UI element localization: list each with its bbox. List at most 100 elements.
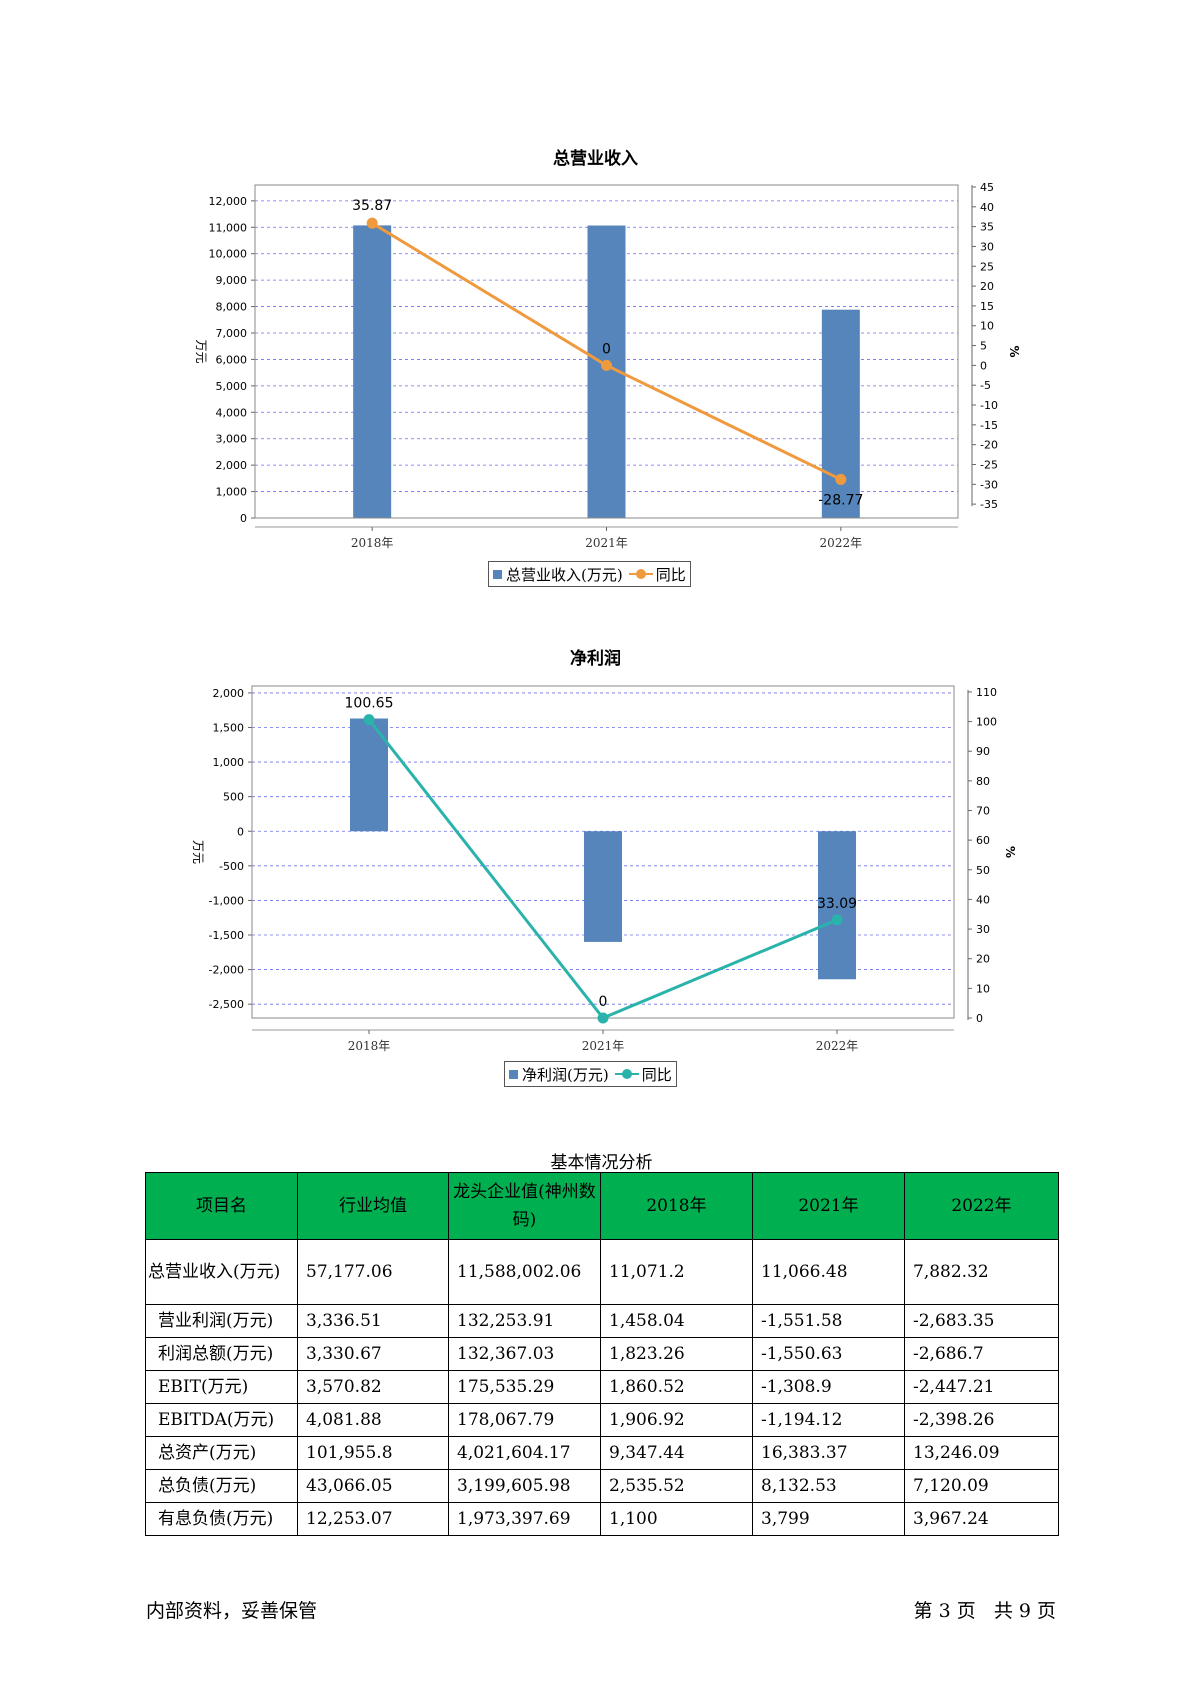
chart1-ytick-label: -2,000 — [209, 964, 244, 977]
chart1-ytick-label: 500 — [223, 791, 244, 804]
chart1-y2tick-label: 100 — [976, 716, 997, 729]
chart1-legend-series2: 同比 — [655, 565, 686, 584]
table-row: 总营业收入(万元) 57,177.06 11,588,002.06 11,071.2 1… — [145, 1239, 1059, 1305]
table-cell: 8,132.53 — [752, 1469, 905, 1503]
table-cell: 2,535.52 — [600, 1469, 753, 1503]
table-row-label: 营业利润(万元) — [145, 1304, 298, 1338]
table-row: 营业利润(万元) 3,336.51 132,253.91 1,458.04 -1,551… — [145, 1304, 1059, 1338]
footer-confidential-note: 内部资料，妥善保管 — [146, 1600, 318, 1622]
table-cell: -1,550.63 — [752, 1337, 905, 1371]
chart0-y2tick-label: 35 — [980, 221, 994, 234]
chart0-y2tick-label: 5 — [980, 340, 987, 353]
table-cell: 101,955.8 — [297, 1436, 449, 1470]
chart0-ytick-label: 5,000 — [216, 380, 248, 393]
table-cell: 11,066.48 — [752, 1239, 905, 1305]
chart1-ytick-label: 1,000 — [213, 756, 245, 769]
chart2-title: 净利润 — [570, 649, 621, 669]
chart0-y2tick-label: -30 — [980, 478, 998, 491]
chart1-legend: 总营业收入(万元) 同比 — [488, 561, 691, 587]
chart0-yoy-point-0 — [366, 217, 378, 229]
chart0-y2tick-label: -25 — [980, 458, 998, 471]
chart0-y2tick-label: 20 — [980, 280, 994, 293]
table-caption: 基本情况分析 — [550, 1153, 653, 1173]
chart0-xtick-label: 2021年 — [585, 536, 628, 550]
table-cell: -2,683.35 — [904, 1304, 1059, 1338]
table-cell: 16,383.37 — [752, 1436, 905, 1470]
legend-bar-swatch — [493, 569, 502, 579]
chart0-ytick-label: 2,000 — [216, 459, 248, 472]
table-cell: 1,458.04 — [600, 1304, 753, 1338]
chart1-ylabel: 万元 — [191, 840, 205, 864]
table-cell: 178,067.79 — [448, 1403, 601, 1437]
chart1-ytick-label: -2,500 — [209, 998, 244, 1011]
chart1-xtick-label: 2022年 — [816, 1039, 859, 1053]
table-row-label: EBIT(万元) — [145, 1370, 298, 1404]
legend-bar-swatch — [509, 1069, 518, 1079]
table-row: EBIT(万元) 3,570.82 175,535.29 1,860.52 -1,308… — [145, 1370, 1059, 1404]
chart0-y2tick-label: 15 — [980, 300, 994, 313]
chart0-plot-area — [254, 184, 959, 519]
chart1-y2tick-label: 80 — [976, 775, 990, 788]
chart0-bar-2 — [821, 309, 860, 518]
table-cell: -2,686.7 — [904, 1337, 1059, 1371]
table-cell: -1,308.9 — [752, 1370, 905, 1404]
chart0-xtick-label: 2022年 — [820, 536, 863, 550]
chart0-ylabel: 万元 — [194, 339, 208, 363]
chart0-ytick-label: 3,000 — [216, 433, 248, 446]
chart1-y2tick-label: 110 — [976, 686, 997, 699]
chart0-y2tick-label: -20 — [980, 439, 998, 452]
chart1-y2tick-label: 30 — [976, 923, 990, 936]
chart2-container: 2,000 1,500 1,000 500 0 -500 -1,000 -1,500 -2,00… — [0, 680, 1191, 1100]
chart0-ytick-label: 6,000 — [216, 353, 248, 366]
table-cell: 1,906.92 — [600, 1403, 753, 1437]
table-cell: 3,570.82 — [297, 1370, 449, 1404]
chart0-y2tick-label: 45 — [980, 181, 994, 194]
header-2018: 2018年 — [600, 1172, 753, 1240]
chart0-yoy-point-1 — [601, 359, 612, 371]
chart1-yoy-point-1 — [597, 1012, 609, 1024]
chart1-y2tick-label: 90 — [976, 745, 990, 758]
table-row-label: 总负债(万元) — [145, 1469, 298, 1503]
table-cell: 3,967.24 — [904, 1502, 1059, 1536]
chart1-ytick-label: -1,000 — [209, 894, 244, 907]
table-row-label: 总营业收入(万元) — [145, 1239, 298, 1305]
table-cell: 3,330.67 — [297, 1337, 449, 1371]
chart0-data-label-1: 0 — [602, 341, 611, 357]
chart1-data-label-1: 0 — [599, 994, 608, 1010]
table-cell: 7,882.32 — [904, 1239, 1059, 1305]
table-cell: 3,199,605.98 — [448, 1469, 601, 1503]
chart0-xtick-label: 2018年 — [351, 536, 394, 550]
footer-page-number: 第 3 页 共 9 页 — [913, 1600, 1056, 1622]
chart1-y2tick-label: 40 — [976, 893, 990, 906]
chart1-ytick-label: -500 — [219, 860, 244, 873]
chart1-y2tick-label: 10 — [976, 982, 990, 995]
chart0-y2tick-label: 25 — [980, 260, 994, 273]
table-row: 总资产(万元) 101,955.8 4,021,604.17 9,347.44 16,3… — [145, 1436, 1059, 1470]
table-cell: 11,588,002.06 — [448, 1239, 601, 1305]
chart0-ytick-label: 0 — [240, 512, 247, 525]
chart2-svg: 2,0001,5001,0005000-500-1,000-1,500-2,00… — [191, 685, 1017, 1053]
chart0-data-label-0: 35.87 — [352, 198, 392, 214]
chart0-ytick-label: 7,000 — [216, 327, 248, 340]
chart0-y2tick-label: -15 — [980, 419, 998, 432]
chart1-ytick-label: -1,500 — [209, 929, 244, 942]
chart1-y2tick-label: 70 — [976, 805, 990, 818]
table-cell: 1,100 — [600, 1502, 753, 1536]
chart0-ytick-label: 11,000 — [209, 221, 248, 234]
chart1-container: 0 1,000 2,000 3,000 4,000 5,000 6,000 7,000 8,00… — [0, 180, 1191, 600]
table-cell: 9,347.44 — [600, 1436, 753, 1470]
table-cell: 11,071.2 — [600, 1239, 753, 1305]
chart0-y2tick-label: -10 — [980, 399, 998, 412]
table-cell: 4,081.88 — [297, 1403, 449, 1437]
table-cell: 57,177.06 — [297, 1239, 449, 1305]
table-cell: -1,551.58 — [752, 1304, 905, 1338]
chart0-ytick-label: 10,000 — [209, 248, 248, 261]
legend-line-swatch — [628, 568, 653, 580]
table-cell: -2,398.26 — [904, 1403, 1059, 1437]
chart1-y2label: % — [1003, 846, 1017, 858]
chart1-legend-series1: 总营业收入(万元) — [506, 565, 623, 584]
table-row: 有息负债(万元) 12,253.07 1,973,397.69 1,100 3,799 3… — [145, 1502, 1059, 1536]
chart0-y2label: % — [1007, 345, 1021, 357]
chart0-ytick-label: 4,000 — [216, 406, 248, 419]
chart0-ytick-label: 8,000 — [216, 301, 248, 314]
